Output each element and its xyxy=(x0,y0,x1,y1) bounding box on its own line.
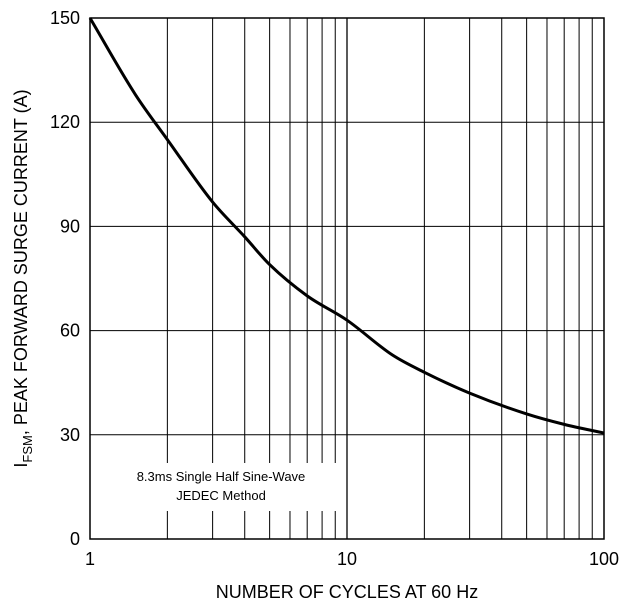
x-tick-label: 1 xyxy=(85,549,95,569)
y-axis-title: IFSM, PEAK FORWARD SURGE CURRENT (A) xyxy=(11,89,35,467)
y-axis-title-subscript: FSM xyxy=(20,435,35,462)
y-tick-label: 60 xyxy=(60,321,80,341)
grid xyxy=(90,18,604,539)
y-tick-labels: 0 30 60 90 120 150 xyxy=(50,8,80,549)
surge-current-curve xyxy=(88,17,605,435)
y-axis-title-text: , PEAK FORWARD SURGE CURRENT (A) xyxy=(11,89,31,435)
x-tick-label: 100 xyxy=(589,549,619,569)
y-axis-title-symbol: I xyxy=(11,463,31,468)
annotation-line-1: 8.3ms Single Half Sine-Wave xyxy=(137,469,306,484)
y-tick-label: 90 xyxy=(60,216,80,236)
y-tick-label: 150 xyxy=(50,8,80,28)
x-tick-labels: 1 10 100 xyxy=(85,549,619,569)
annotation-box xyxy=(103,463,339,511)
y-tick-label: 120 xyxy=(50,112,80,132)
y-tick-label: 30 xyxy=(60,425,80,445)
x-tick-label: 10 xyxy=(337,549,357,569)
y-tick-label: 0 xyxy=(70,529,80,549)
plot-frame xyxy=(89,17,605,540)
x-axis-title: NUMBER OF CYCLES AT 60 Hz xyxy=(216,582,478,602)
annotation-line-2: JEDEC Method xyxy=(176,488,266,503)
